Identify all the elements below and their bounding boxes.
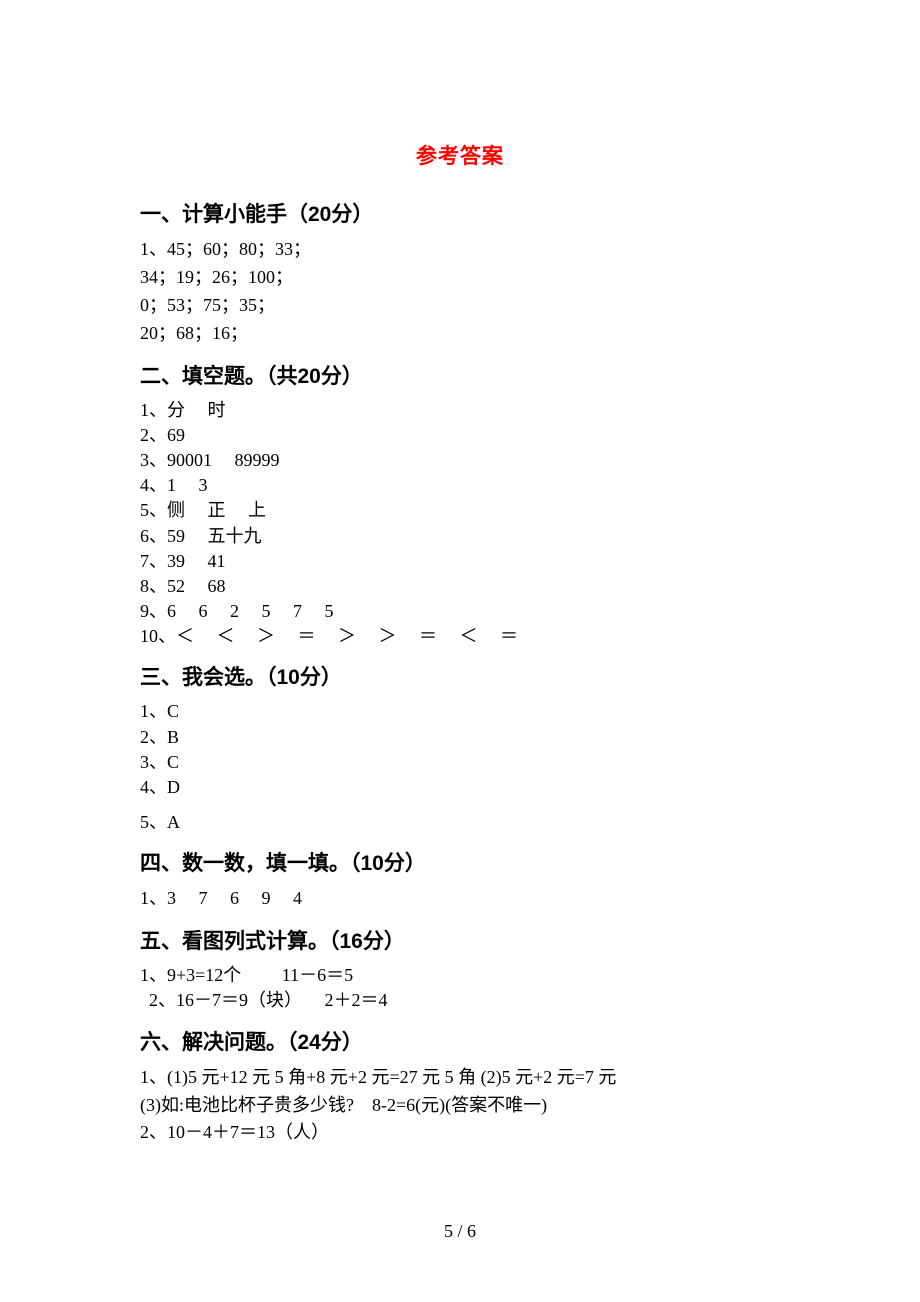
section-4-body: 1、3 7 6 9 4 [140, 885, 780, 913]
answer-line: 3、90001 89999 [140, 448, 780, 473]
section-5-body: 1、9+3=12个 11－6＝5 2、16－7＝9（块） 2＋2＝4 [140, 963, 780, 1013]
answer-line: 2、B [140, 725, 780, 750]
answer-line: 3、C [140, 750, 780, 775]
answer-line: 2、10－4＋7＝13（人） [140, 1119, 780, 1147]
section-4-heading: 四、数一数，填一填。（10分） [140, 847, 780, 877]
page-title: 参考答案 [140, 140, 780, 170]
document-page: 参考答案 一、计算小能手（20分） 1、45；60；80；33； 34；19；2… [0, 0, 920, 1302]
answer-line: 10、＜ ＜ ＞ ＝ ＞ ＞ ＝ ＜ ＝ [140, 624, 780, 649]
section-1-body: 1、45；60；80；33； 34；19；26；100； 0；53；75；35；… [140, 236, 780, 348]
answer-line: 1、9+3=12个 11－6＝5 [140, 963, 780, 988]
answer-line: 5、侧 正 上 [140, 498, 780, 523]
answer-line: 6、59 五十九 [140, 524, 780, 549]
section-3-heading: 三、我会选。（10分） [140, 661, 780, 691]
section-3-body: 1、C 2、B 3、C 4、D 5、A [140, 699, 780, 835]
section-2-body: 1、分 时 2、69 3、90001 89999 4、1 3 5、侧 正 上 6… [140, 398, 780, 650]
answer-line: 9、6 6 2 5 7 5 [140, 599, 780, 624]
answer-line: 1、45；60；80；33； [140, 236, 780, 264]
answer-line: 1、C [140, 699, 780, 724]
answer-line: 1、(1)5 元+12 元 5 角+8 元+2 元=27 元 5 角 (2)5 … [140, 1064, 780, 1092]
answer-line: 7、39 41 [140, 549, 780, 574]
page-number: 5 / 6 [0, 1221, 920, 1242]
section-6-body: 1、(1)5 元+12 元 5 角+8 元+2 元=27 元 5 角 (2)5 … [140, 1064, 780, 1148]
answer-line: 8、52 68 [140, 574, 780, 599]
answer-line: 1、分 时 [140, 398, 780, 423]
answer-line: 0；53；75；35； [140, 292, 780, 320]
section-2-heading: 二、填空题。（共20分） [140, 360, 780, 390]
answer-line: 2、16－7＝9（块） 2＋2＝4 [140, 988, 780, 1013]
answer-line: 4、D [140, 775, 780, 800]
answer-line: 2、69 [140, 423, 780, 448]
section-5-heading: 五、看图列式计算。（16分） [140, 925, 780, 955]
answer-line: 1、3 7 6 9 4 [140, 885, 780, 913]
answer-line: (3)如:电池比杯子贵多少钱? 8-2=6(元)(答案不唯一) [140, 1092, 780, 1120]
section-1-heading: 一、计算小能手（20分） [140, 198, 780, 228]
answer-line: 4、1 3 [140, 473, 780, 498]
section-6-heading: 六、解决问题。（24分） [140, 1026, 780, 1056]
answer-line: 20；68；16； [140, 320, 780, 348]
answer-line: 5、A [140, 810, 780, 835]
answer-line: 34；19；26；100； [140, 264, 780, 292]
